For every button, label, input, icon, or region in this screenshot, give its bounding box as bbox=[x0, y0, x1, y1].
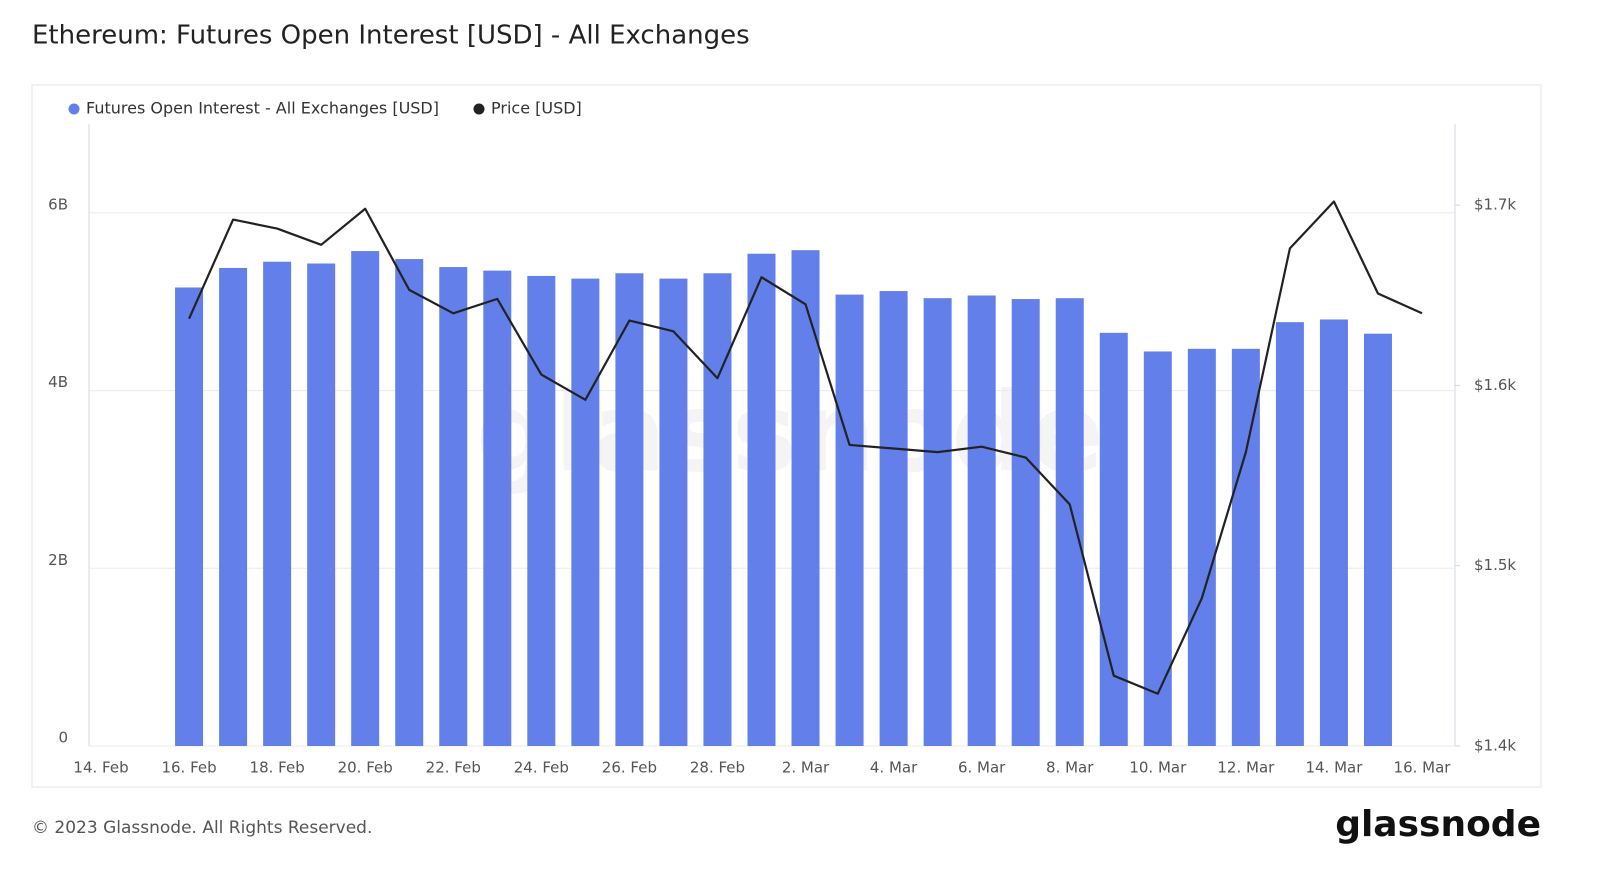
x-tick-label: 20. Feb bbox=[338, 759, 393, 777]
legend-label: Futures Open Interest - All Exchanges [U… bbox=[86, 99, 439, 118]
bar bbox=[1099, 332, 1128, 746]
bar bbox=[571, 278, 600, 746]
legend-swatch bbox=[68, 103, 80, 115]
y-tick-label: 6B bbox=[48, 195, 68, 213]
y2-tick-label: $1.7k bbox=[1474, 196, 1516, 214]
x-tick-label: 16. Feb bbox=[161, 759, 216, 777]
bar bbox=[967, 295, 996, 746]
bar bbox=[1143, 351, 1172, 746]
bar bbox=[175, 287, 204, 746]
bar bbox=[483, 270, 512, 746]
x-tick-label: 10. Mar bbox=[1129, 759, 1187, 777]
bar bbox=[1275, 322, 1304, 746]
x-tick-label: 2. Mar bbox=[782, 759, 830, 777]
watermark: glassnode bbox=[476, 368, 1105, 496]
x-tick-label: 14. Mar bbox=[1305, 759, 1363, 777]
bar bbox=[1187, 348, 1216, 746]
bar bbox=[1231, 348, 1260, 746]
bar bbox=[439, 267, 468, 746]
logo: glassnode bbox=[1335, 804, 1541, 845]
chart-frame bbox=[31, 84, 1542, 788]
bar bbox=[527, 275, 556, 746]
x-tick-label: 18. Feb bbox=[250, 759, 305, 777]
chart-title: Ethereum: Futures Open Interest [USD] - … bbox=[32, 21, 750, 51]
x-tick-label: 28. Feb bbox=[690, 759, 745, 777]
bar bbox=[835, 294, 864, 746]
bar bbox=[1011, 299, 1040, 746]
x-tick-label: 6. Mar bbox=[958, 759, 1006, 777]
y2-tick-label: $1.5k bbox=[1474, 556, 1516, 574]
x-tick-label: 4. Mar bbox=[870, 759, 918, 777]
price-line bbox=[188, 200, 1423, 695]
x-tick-label: 8. Mar bbox=[1046, 759, 1094, 777]
y2-tick-label: $1.4k bbox=[1474, 737, 1516, 755]
bar bbox=[1055, 298, 1084, 746]
bar bbox=[307, 263, 336, 746]
bar bbox=[791, 250, 820, 747]
bar bbox=[1319, 319, 1348, 746]
bar bbox=[263, 261, 292, 746]
y-tick-label: 2B bbox=[48, 551, 68, 569]
y2-tick-label: $1.6k bbox=[1474, 376, 1516, 394]
legend-swatch bbox=[473, 103, 485, 115]
x-tick-label: 22. Feb bbox=[426, 759, 481, 777]
x-tick-label: 26. Feb bbox=[602, 759, 657, 777]
bar bbox=[1363, 333, 1392, 746]
y-tick-label: 4B bbox=[48, 373, 68, 391]
bar bbox=[219, 267, 248, 746]
bar bbox=[615, 273, 644, 746]
bar bbox=[395, 259, 424, 746]
bar bbox=[923, 298, 952, 746]
x-tick-label: 14. Feb bbox=[73, 759, 128, 777]
bar bbox=[747, 253, 776, 746]
bar bbox=[659, 278, 688, 746]
bar bbox=[703, 273, 732, 746]
bar bbox=[351, 251, 380, 746]
y-tick-label: 0 bbox=[58, 729, 68, 747]
bar bbox=[879, 291, 908, 746]
footer: © 2023 Glassnode. All Rights Reserved. bbox=[32, 818, 372, 838]
legend-label: Price [USD] bbox=[491, 99, 582, 118]
x-tick-label: 12. Mar bbox=[1217, 759, 1275, 777]
x-tick-label: 24. Feb bbox=[514, 759, 569, 777]
x-tick-label: 16. Mar bbox=[1394, 759, 1452, 777]
